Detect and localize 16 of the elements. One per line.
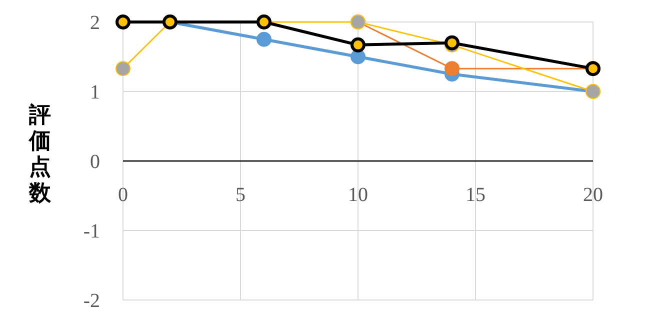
y-tick-label: 2 xyxy=(90,12,100,34)
y-axis-title: 評価点数 xyxy=(28,103,52,206)
point xyxy=(116,14,130,30)
y-tick-label: -2 xyxy=(83,290,100,312)
x-tick-label: 10 xyxy=(348,184,368,206)
point xyxy=(256,32,272,47)
x-tick-label: 20 xyxy=(583,184,603,206)
point xyxy=(444,61,460,76)
point xyxy=(116,61,130,76)
x-tick-label: 5 xyxy=(236,184,246,206)
x-tick-label: 15 xyxy=(466,184,486,206)
y-tick-label: 0 xyxy=(90,151,100,173)
x-tick-label: 0 xyxy=(118,184,128,206)
y-tick-label: 1 xyxy=(90,82,100,104)
point xyxy=(350,37,366,52)
y-tick-label: -1 xyxy=(83,220,100,242)
